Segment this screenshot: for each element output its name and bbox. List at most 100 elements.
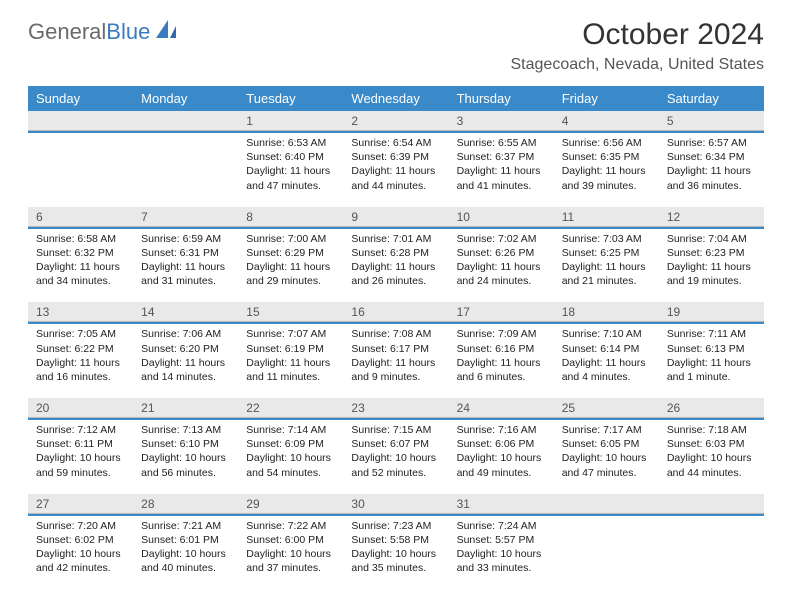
day-cell-content: Sunrise: 7:10 AMSunset: 6:14 PMDaylight:… [554,324,659,388]
daylight-text: Daylight: 10 hours and 40 minutes. [141,547,230,575]
sunset-text: Sunset: 6:23 PM [667,246,756,260]
day-cell-content: Sunrise: 6:59 AMSunset: 6:31 PMDaylight:… [133,229,238,293]
day-cell-content: Sunrise: 7:16 AMSunset: 6:06 PMDaylight:… [449,420,554,484]
day-cell-content: Sunrise: 7:14 AMSunset: 6:09 PMDaylight:… [238,420,343,484]
sunset-text: Sunset: 5:58 PM [351,533,440,547]
sunrise-text: Sunrise: 7:09 AM [457,327,546,341]
day-number: 11 [554,207,659,226]
day-cell-content: Sunrise: 7:20 AMSunset: 6:02 PMDaylight:… [28,516,133,580]
day-number: 12 [659,207,764,226]
sunset-text: Sunset: 6:34 PM [667,150,756,164]
day-number: 27 [28,494,133,513]
title-block: October 2024 Stagecoach, Nevada, United … [511,18,765,74]
day-number: 13 [28,302,133,321]
week-content-row: Sunrise: 7:12 AMSunset: 6:11 PMDaylight:… [28,420,764,484]
day-number: 16 [343,302,448,321]
sunset-text: Sunset: 6:35 PM [562,150,651,164]
sunset-text: Sunset: 6:03 PM [667,437,756,451]
day-cell-content: Sunrise: 7:05 AMSunset: 6:22 PMDaylight:… [28,324,133,388]
sunrise-text: Sunrise: 7:23 AM [351,519,440,533]
week-gap [28,292,764,302]
daylight-text: Daylight: 11 hours and 6 minutes. [457,356,546,384]
sunrise-text: Sunrise: 6:59 AM [141,232,230,246]
daylight-text: Daylight: 10 hours and 42 minutes. [36,547,125,575]
sunset-text: Sunset: 6:07 PM [351,437,440,451]
day-number: 30 [343,494,448,513]
sunset-text: Sunset: 6:00 PM [246,533,335,547]
daylight-text: Daylight: 10 hours and 56 minutes. [141,451,230,479]
daylight-text: Daylight: 10 hours and 52 minutes. [351,451,440,479]
day-cell-content: Sunrise: 6:56 AMSunset: 6:35 PMDaylight:… [554,133,659,197]
week-daynum-row: 20212223242526 [28,398,764,418]
day-number: 26 [659,398,764,417]
week-gap [28,484,764,494]
day-cell-content: Sunrise: 7:06 AMSunset: 6:20 PMDaylight:… [133,324,238,388]
sunrise-text: Sunrise: 6:54 AM [351,136,440,150]
week-content-row: Sunrise: 7:05 AMSunset: 6:22 PMDaylight:… [28,324,764,388]
day-cell-content: Sunrise: 7:11 AMSunset: 6:13 PMDaylight:… [659,324,764,388]
logo: GeneralBlue [28,18,180,46]
day-number: 24 [449,398,554,417]
sunrise-text: Sunrise: 7:18 AM [667,423,756,437]
daylight-text: Daylight: 11 hours and 21 minutes. [562,260,651,288]
day-number: 29 [238,494,343,513]
daylight-text: Daylight: 11 hours and 4 minutes. [562,356,651,384]
day-cell-content: Sunrise: 6:54 AMSunset: 6:39 PMDaylight:… [343,133,448,197]
daylight-text: Daylight: 10 hours and 35 minutes. [351,547,440,575]
day-cell-content: Sunrise: 7:15 AMSunset: 6:07 PMDaylight:… [343,420,448,484]
daylight-text: Daylight: 10 hours and 47 minutes. [562,451,651,479]
daylight-text: Daylight: 11 hours and 39 minutes. [562,164,651,192]
sunrise-text: Sunrise: 6:56 AM [562,136,651,150]
sunrise-text: Sunrise: 7:17 AM [562,423,651,437]
daylight-text: Daylight: 10 hours and 59 minutes. [36,451,125,479]
day-cell-content [28,133,133,197]
day-number [133,111,238,130]
day-number: 20 [28,398,133,417]
sunrise-text: Sunrise: 7:12 AM [36,423,125,437]
day-header-cell: Wednesday [343,86,448,111]
day-cell-content: Sunrise: 6:53 AMSunset: 6:40 PMDaylight:… [238,133,343,197]
daylight-text: Daylight: 10 hours and 37 minutes. [246,547,335,575]
day-number: 7 [133,207,238,226]
day-cell-content: Sunrise: 7:21 AMSunset: 6:01 PMDaylight:… [133,516,238,580]
sunrise-text: Sunrise: 7:11 AM [667,327,756,341]
sunrise-text: Sunrise: 7:21 AM [141,519,230,533]
day-number: 5 [659,111,764,130]
week-daynum-row: 12345 [28,111,764,131]
week-gap [28,388,764,398]
day-number: 19 [659,302,764,321]
sunset-text: Sunset: 6:06 PM [457,437,546,451]
day-number: 18 [554,302,659,321]
sail-icon [154,18,180,46]
day-cell-content: Sunrise: 6:55 AMSunset: 6:37 PMDaylight:… [449,133,554,197]
daylight-text: Daylight: 11 hours and 41 minutes. [457,164,546,192]
daylight-text: Daylight: 11 hours and 16 minutes. [36,356,125,384]
sunrise-text: Sunrise: 6:58 AM [36,232,125,246]
header: GeneralBlue October 2024 Stagecoach, Nev… [28,18,764,74]
day-cell-content [659,516,764,580]
daylight-text: Daylight: 10 hours and 54 minutes. [246,451,335,479]
sunrise-text: Sunrise: 7:22 AM [246,519,335,533]
sunset-text: Sunset: 6:11 PM [36,437,125,451]
daylight-text: Daylight: 11 hours and 1 minute. [667,356,756,384]
sunset-text: Sunset: 6:16 PM [457,342,546,356]
day-cell-content: Sunrise: 7:22 AMSunset: 6:00 PMDaylight:… [238,516,343,580]
day-number: 31 [449,494,554,513]
day-number: 6 [28,207,133,226]
daylight-text: Daylight: 10 hours and 44 minutes. [667,451,756,479]
day-cell-content: Sunrise: 7:02 AMSunset: 6:26 PMDaylight:… [449,229,554,293]
sunset-text: Sunset: 6:10 PM [141,437,230,451]
day-cell-content: Sunrise: 7:18 AMSunset: 6:03 PMDaylight:… [659,420,764,484]
day-number: 17 [449,302,554,321]
sunset-text: Sunset: 6:32 PM [36,246,125,260]
day-header-cell: Friday [554,86,659,111]
day-header-cell: Monday [133,86,238,111]
week-content-row: Sunrise: 7:20 AMSunset: 6:02 PMDaylight:… [28,516,764,580]
day-number [554,494,659,513]
sunrise-text: Sunrise: 7:15 AM [351,423,440,437]
daylight-text: Daylight: 11 hours and 36 minutes. [667,164,756,192]
sunrise-text: Sunrise: 7:24 AM [457,519,546,533]
sunset-text: Sunset: 6:31 PM [141,246,230,260]
sunrise-text: Sunrise: 7:06 AM [141,327,230,341]
sunrise-text: Sunrise: 7:02 AM [457,232,546,246]
